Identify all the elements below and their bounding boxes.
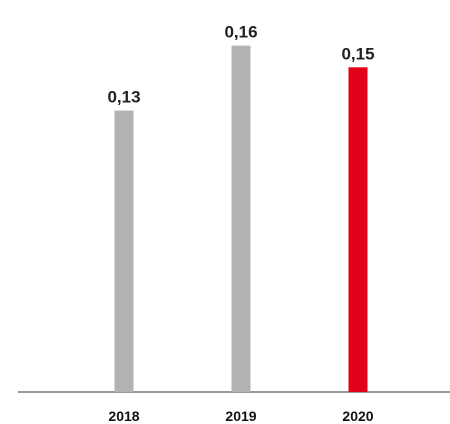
bar-2018 (114, 110, 134, 393)
bar-2019 (231, 45, 251, 392)
data-label-2019: 0,16 (224, 23, 257, 42)
data-labels-group: 0,13 0,16 0,15 (107, 23, 374, 107)
data-label-2018: 0,13 (107, 88, 140, 107)
data-label-2020: 0,15 (341, 44, 374, 63)
x-tick-label-2020: 2020 (342, 408, 373, 424)
x-tick-label-2019: 2019 (225, 408, 256, 424)
x-tick-labels-group: 2018 2019 2020 (108, 408, 373, 424)
x-tick-label-2018: 2018 (108, 408, 139, 424)
bar-2020 (348, 67, 368, 392)
bars-group (114, 45, 368, 393)
